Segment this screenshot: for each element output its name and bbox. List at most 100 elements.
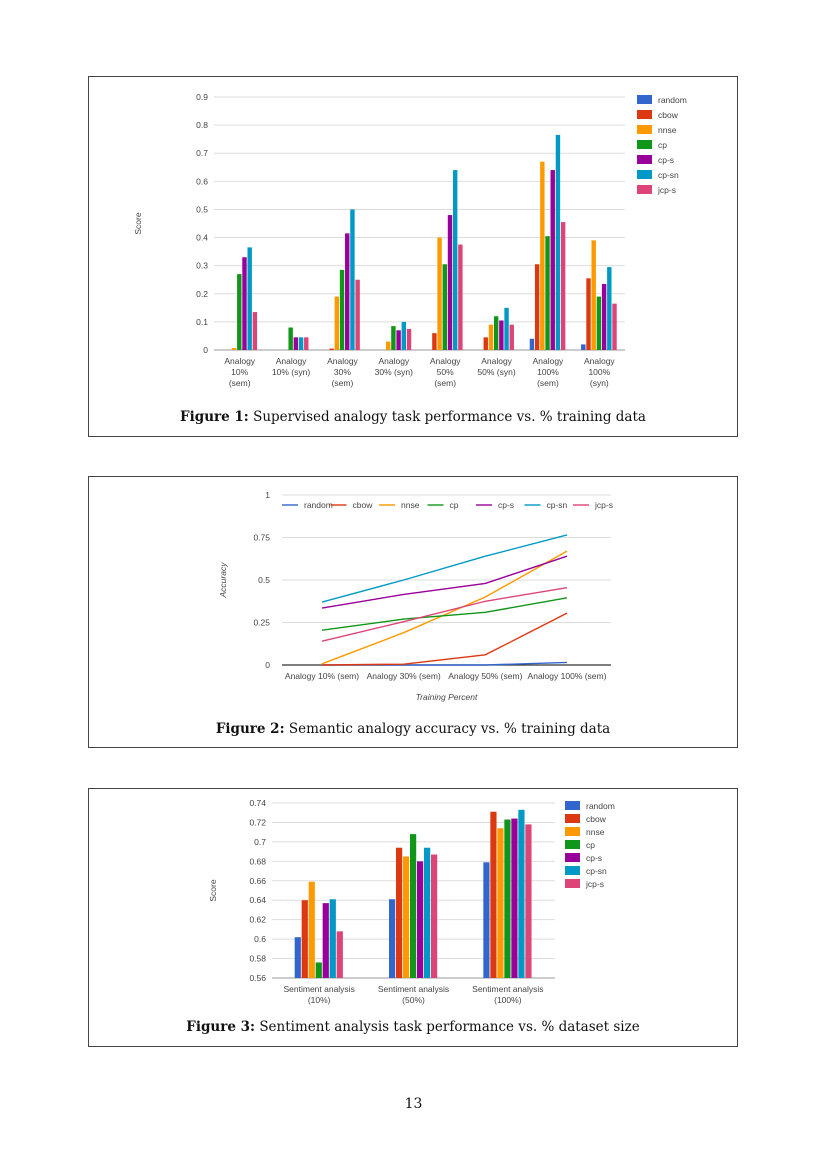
x-category-label: (100%) (494, 995, 522, 1005)
bar (396, 330, 401, 350)
legend-label: cp (658, 140, 667, 150)
x-category-label: 10% (syn) (272, 367, 310, 377)
legend-swatch (637, 155, 652, 164)
bar (550, 170, 555, 350)
y-tick-label: 0.4 (196, 233, 208, 243)
legend-swatch (637, 185, 652, 194)
x-category-label: Analogy 30% (sem) (367, 671, 441, 681)
bar (396, 847, 403, 978)
legend-swatch (637, 110, 652, 119)
bar (607, 267, 612, 350)
bar (504, 819, 511, 978)
x-axis-title: Training Percent (416, 692, 478, 702)
y-tick-label: 0.7 (254, 837, 266, 847)
bar (497, 828, 504, 978)
legend-swatch (565, 801, 580, 810)
bar (252, 312, 258, 350)
bar (294, 937, 301, 978)
y-tick-label: 0.68 (249, 856, 266, 866)
bar (581, 344, 586, 350)
legend-swatch (565, 814, 580, 823)
y-tick-label: 0.74 (249, 798, 266, 808)
bar (293, 337, 299, 350)
figure-3-caption: Figure 3: Sentiment analysis task perfor… (89, 1019, 737, 1035)
bar (355, 279, 360, 350)
bar (432, 333, 437, 350)
legend-label: cp-s (658, 155, 674, 165)
y-tick-label: 0.1 (196, 317, 208, 327)
bar (529, 338, 535, 350)
x-category-label: (syn) (590, 378, 609, 388)
bar (545, 236, 550, 350)
figure-2-chart: 0 0.25 0.5 0.75 1 Accuracy Training Percent Ana… (218, 490, 613, 702)
bar (424, 847, 431, 978)
y-tick-label: 0 (203, 345, 208, 355)
x-category-label: 50% (437, 367, 454, 377)
bar (483, 337, 488, 350)
y-tick-label: 0.7 (196, 148, 208, 158)
x-category-label: 50% (syn) (477, 367, 515, 377)
bar (493, 316, 499, 350)
bar (308, 881, 315, 978)
y-axis-title: Score (133, 212, 143, 234)
bar (315, 962, 322, 978)
bar (452, 170, 458, 350)
x-category-label: (sem) (537, 378, 559, 388)
x-category-label: Analogy (430, 356, 461, 366)
x-category-label: Analogy (276, 356, 307, 366)
bar (601, 283, 607, 350)
legend-label: jcp-s (657, 185, 676, 195)
page-number: 13 (404, 1096, 423, 1112)
bar (231, 348, 237, 350)
legend-label: nnse (586, 827, 605, 837)
series-line (321, 534, 568, 603)
x-category-label: 100% (588, 367, 610, 377)
bar (329, 899, 336, 978)
figure-2-caption: Figure 2: Semantic analogy accuracy vs. … (89, 721, 737, 737)
y-tick-label: 0.5 (258, 575, 270, 585)
figure-1-chart: 0 0.1 0.2 0.3 0.4 0.5 0.6 0.7 0.8 0.9 Score Analogy… (133, 92, 687, 388)
legend-label: cp (450, 500, 459, 510)
x-category-label: (10%) (308, 995, 331, 1005)
legend-swatch (565, 879, 580, 888)
bar (447, 215, 453, 350)
bar (339, 269, 345, 350)
y-tick-label: 0.58 (249, 954, 266, 964)
bar (458, 244, 463, 350)
y-tick-label: 0.56 (249, 973, 266, 983)
figure-1-caption-text: Supervised analogy task performance vs. … (253, 409, 646, 425)
series-line (321, 597, 568, 631)
bar (298, 337, 304, 350)
figure-1: 0 0.1 0.2 0.3 0.4 0.5 0.6 0.7 0.8 0.9 Score Analogy… (88, 76, 738, 437)
bar (518, 809, 525, 978)
x-category-label: (sem) (434, 378, 456, 388)
legend-swatch (637, 170, 652, 179)
x-category-label: (sem) (229, 378, 251, 388)
bar (406, 328, 412, 350)
x-category-label: Analogy (481, 356, 512, 366)
y-tick-label: 0.62 (249, 915, 266, 925)
legend-swatch (565, 840, 580, 849)
x-category-label: Analogy (224, 356, 255, 366)
y-tick-label: 0.25 (253, 618, 270, 628)
legend-label: random (304, 500, 333, 510)
x-category-label: Analogy (327, 356, 358, 366)
bar (612, 303, 617, 350)
bar (403, 856, 410, 978)
y-tick-label: 0.3 (196, 261, 208, 271)
legend-label: cbow (353, 500, 374, 510)
bar (499, 320, 504, 350)
legend-label: cp-sn (547, 500, 568, 510)
bar (304, 337, 309, 350)
legend-swatch (565, 853, 580, 862)
bar (596, 296, 602, 350)
bar (401, 321, 407, 350)
legend-label: cp-sn (586, 866, 607, 876)
y-tick-label: 0.72 (249, 817, 266, 827)
bar (534, 264, 540, 350)
bar (386, 341, 391, 350)
bar (540, 161, 545, 350)
bar (591, 240, 596, 350)
y-tick-label: 0.66 (249, 876, 266, 886)
legend-swatch (637, 95, 652, 104)
